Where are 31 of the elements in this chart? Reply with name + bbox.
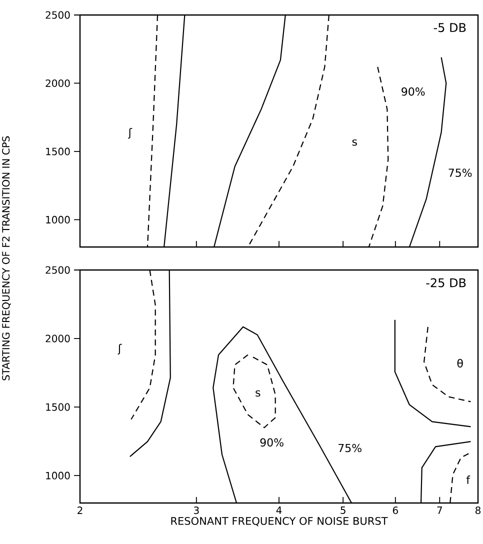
annotation: θ	[457, 358, 463, 368]
text: -25 DB	[426, 278, 466, 288]
y-tick-label: 1000	[46, 216, 70, 224]
y-tick-label: 2500	[46, 11, 70, 19]
y-tick-label: 1500	[46, 403, 70, 411]
x-axis-title: RESONANT FREQUENCY OF NOISE BURST	[171, 516, 388, 526]
annotation: f	[466, 476, 470, 484]
text: -5 DB	[434, 23, 466, 32]
annotation: 90%	[402, 87, 425, 96]
y-tick-label: 1500	[46, 148, 70, 156]
x-tick-label: 8	[476, 506, 481, 514]
y-tick-label: 2000	[46, 79, 70, 88]
annotation: 75%	[338, 444, 362, 452]
y-axis-title: STARTING FREQUENCY OF F2 TRANSITION IN CPS	[2, 136, 11, 380]
x-tick-label: 7	[437, 506, 442, 514]
annotation: s	[256, 390, 260, 397]
annotation: s	[352, 139, 357, 146]
x-tick-label: 4	[276, 506, 282, 514]
x-tick-label: 6	[392, 506, 398, 514]
x-tick-label: 5	[340, 506, 346, 514]
annotation: 75%	[448, 168, 472, 177]
annotation: ʃ	[118, 344, 122, 355]
line-series	[232, 354, 276, 428]
line-series	[424, 326, 472, 402]
annotation: ʃ	[128, 128, 132, 139]
y-tick-label: 2000	[46, 334, 70, 342]
y-tick-label: 2500	[46, 266, 70, 274]
x-tick-label: 3	[194, 506, 199, 514]
x-tick-label: 2	[78, 506, 82, 514]
annotation: 90%	[260, 438, 284, 447]
y-tick-label: 1000	[46, 472, 70, 480]
